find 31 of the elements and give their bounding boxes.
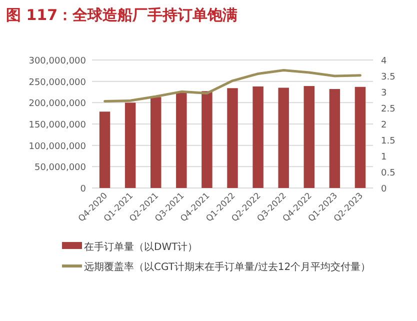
y2-tick-label: 3 [381,88,387,98]
legend-label: 远期覆盖率（以CGT计期末在手订单量/过去12个月平均交付量） [84,261,371,273]
line-series [104,68,362,103]
y2-tick-label: 3.5 [381,72,396,82]
bar [304,86,314,188]
y2-tick-label: 2.5 [381,104,396,114]
bar [278,88,289,188]
bar [252,86,264,188]
y-tick-label: 250,000,000 [28,78,86,88]
y-tick-label: 100,000,000 [28,142,86,152]
y-tick-label: 200,000,000 [28,99,86,110]
y2-tick-label: 1.5 [381,136,396,146]
bar [227,88,238,188]
bar [124,102,136,188]
bar [354,86,366,188]
bar [176,92,187,188]
bar [99,112,110,188]
y-tick-label: 150,000,000 [28,120,86,130]
y2-tick-label: 2 [381,120,387,130]
bar [150,97,162,188]
y-tick-label: 300,000,000 [28,56,86,66]
y2-tick-label: 0 [381,184,387,194]
y2-tick-label: 0.5 [381,168,396,178]
legend-label: 在手订单量（以DWT计） [84,241,198,253]
bar [329,89,340,188]
bar [202,91,212,188]
y2-tick-label: 1 [381,152,387,162]
chart-title: 图 117：全球造船厂手持订单饱满 [6,6,238,24]
y2-tick-label: 4 [381,56,387,66]
y-tick-label: 50,000,000 [34,163,86,174]
y-tick-label: 0 [80,184,86,194]
